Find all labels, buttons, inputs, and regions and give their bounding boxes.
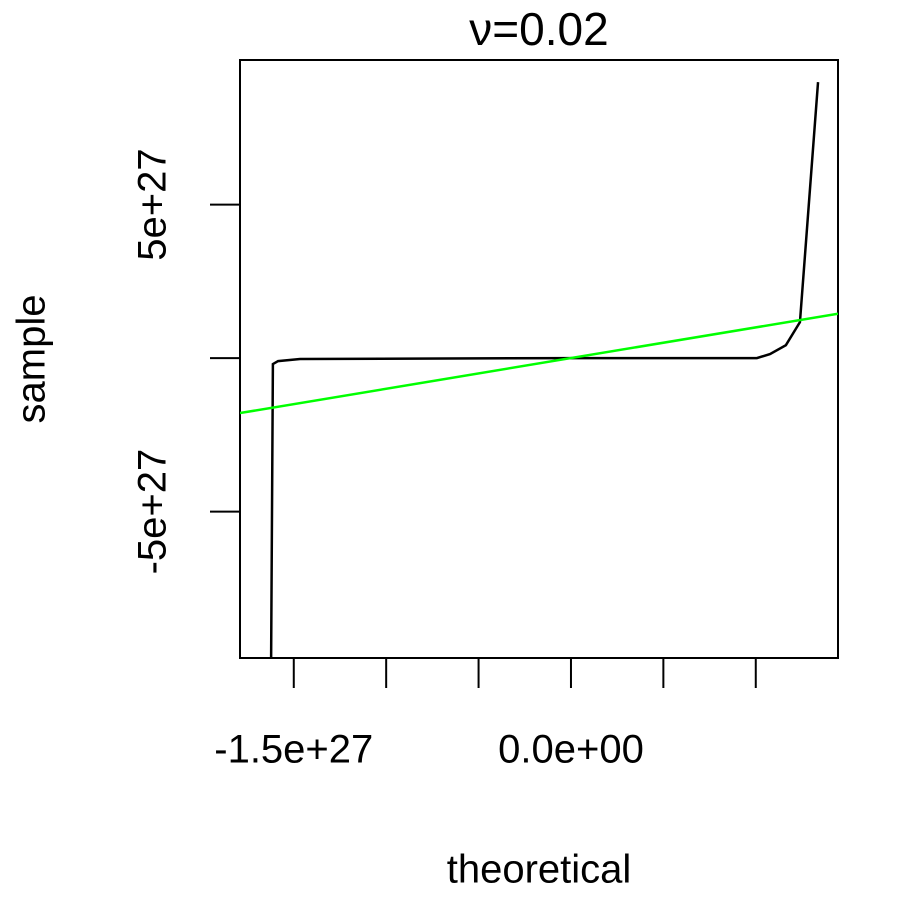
y-tick-label: 5e+27 (131, 148, 175, 260)
x-tick-label: -1.5e+27 (214, 728, 373, 772)
x-axis-title: theoretical (447, 848, 632, 892)
y-axis-title: sample (10, 295, 54, 424)
reference-line (240, 312, 838, 415)
x-tick-label: 0.0e+00 (498, 728, 644, 772)
plot-area (240, 82, 838, 658)
y-tick-label: -5e+27 (131, 449, 175, 575)
chart-title: ν=0.02 (469, 3, 608, 55)
data-line (269, 82, 820, 658)
